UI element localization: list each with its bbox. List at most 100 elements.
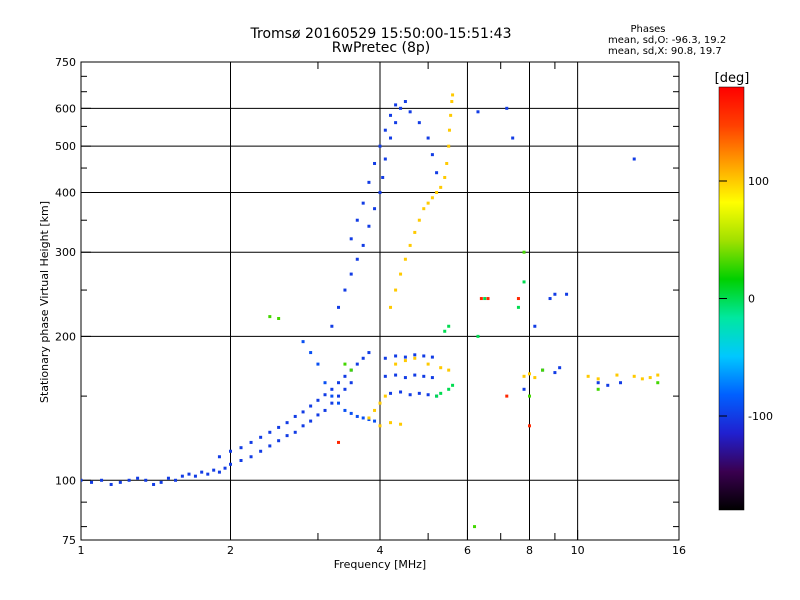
data-point [426,362,430,366]
colorbar-ticks: 100 0 -100 [719,175,773,423]
data-point [249,440,253,444]
data-point [383,394,387,398]
grid-lines [81,62,679,540]
data-point [389,391,393,395]
data-point [413,356,417,360]
data-point [422,207,426,211]
data-point [355,218,359,222]
data-point [349,368,353,372]
data-point [349,381,353,385]
data-point [293,414,297,418]
data-point [483,297,487,301]
data-point [316,362,320,366]
data-point [389,136,393,140]
data-point [451,383,455,387]
data-point [426,201,430,205]
data-point [394,103,398,107]
data-point [127,478,131,482]
data-point [343,374,347,378]
data-point [389,421,393,425]
stats-header: Phases [630,24,665,35]
data-point [268,444,272,448]
data-point [229,462,232,466]
data-point [309,404,313,408]
data-point [565,292,569,296]
data-point [447,144,451,148]
data-point [367,224,371,228]
data-point [399,106,403,110]
data-point [90,480,94,484]
data-point [417,391,421,395]
data-point [223,466,227,470]
data-point [277,439,281,443]
data-point [373,161,377,165]
data-point [378,424,382,428]
data-point [136,476,140,480]
data-point [394,288,398,292]
data-point [408,393,412,397]
data-point [522,374,526,378]
data-point [656,381,660,385]
data-point [239,446,243,450]
data-point [373,408,377,412]
data-point [285,421,289,425]
data-point [378,190,382,194]
data-point [522,280,526,284]
data-point [268,315,272,319]
data-point [217,470,221,474]
data-point [528,372,531,376]
data-points [81,93,660,529]
data-point [413,373,417,377]
colorbar-tick-label: -100 [748,410,773,423]
data-point [528,424,531,428]
y-tick-label: 750 [55,56,76,69]
data-point [403,100,407,104]
data-point [337,305,341,309]
data-point [476,334,480,338]
data-point [378,401,382,405]
data-point [648,376,652,380]
data-point [337,401,341,405]
data-point [330,394,334,398]
data-point [206,472,210,476]
data-point [330,387,334,391]
y-tick-label: 100 [55,474,76,487]
data-point [399,390,403,394]
data-point [100,478,104,482]
data-point [268,430,272,434]
data-point [394,362,398,366]
data-point [451,93,455,97]
colorbar-tick-label: 0 [748,293,755,306]
data-point [343,288,347,292]
data-point [417,218,421,222]
data-point [166,476,170,480]
data-point [323,381,327,385]
data-point [316,398,320,402]
data-point [403,376,407,380]
x-tick-label: 8 [526,544,533,557]
y-tick-label: 500 [55,140,76,153]
data-point [596,387,600,391]
x-axis-label: Frequency [MHz] [334,558,426,571]
data-point [249,455,253,459]
data-point [403,355,407,359]
data-point [586,374,590,378]
y-tick-label: 600 [55,102,76,115]
stats-o-line: mean, sd,O: -96.3, 19.2 [608,35,726,46]
data-point [367,180,371,184]
data-point [361,356,365,360]
data-point [144,478,148,482]
data-point [349,272,353,276]
data-point [330,324,334,328]
data-point [285,434,289,438]
data-point [445,161,449,165]
data-point [413,230,417,234]
data-point [399,272,403,276]
data-point [435,190,439,194]
y-tick-label: 300 [55,246,76,259]
data-point [330,401,334,405]
data-point [373,419,377,423]
data-point [355,257,359,261]
data-point [337,381,341,385]
data-point [413,353,417,357]
